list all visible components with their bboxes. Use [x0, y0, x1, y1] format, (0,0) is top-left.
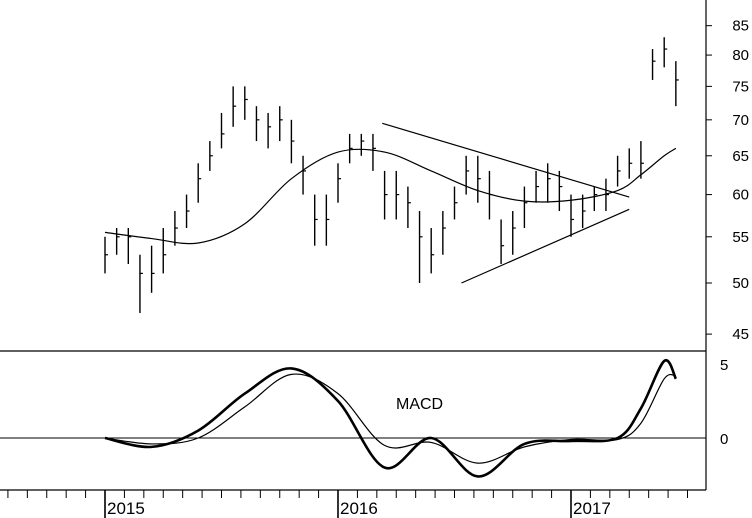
price-tick-label: 55: [732, 229, 749, 246]
year-label: 2017: [573, 499, 611, 518]
price-tick-label: 50: [732, 275, 749, 292]
chart-frame: [0, 0, 707, 518]
moving-average-series: [104, 147, 677, 245]
price-tick-label: 85: [732, 18, 749, 35]
macd-tick-label: 0: [720, 431, 728, 448]
macd-label: MACD: [396, 396, 443, 413]
macd-series: [104, 358, 678, 478]
trendline: [461, 208, 630, 284]
price-tick-label: 65: [732, 148, 749, 165]
price-tick-label: 45: [732, 326, 749, 343]
price-tick-label: 80: [732, 47, 749, 64]
trendline: [382, 122, 630, 198]
price-tick-label: 75: [732, 78, 749, 95]
macd-line: [104, 358, 678, 478]
axis-labels: 45 50 55 60 65 70 75 80 85 0 5 2015 2016 2017: [107, 18, 749, 518]
trendline-annotations: [382, 122, 630, 284]
signal-line: [104, 373, 676, 464]
price-tick-label: 70: [732, 112, 749, 129]
moving-average-line: [104, 147, 677, 245]
year-label: 2016: [340, 499, 378, 518]
price-tick-label: 60: [732, 187, 749, 204]
macd-tick-label: 5: [720, 357, 728, 374]
year-label: 2015: [107, 499, 145, 518]
price-bar-series: [104, 37, 679, 314]
